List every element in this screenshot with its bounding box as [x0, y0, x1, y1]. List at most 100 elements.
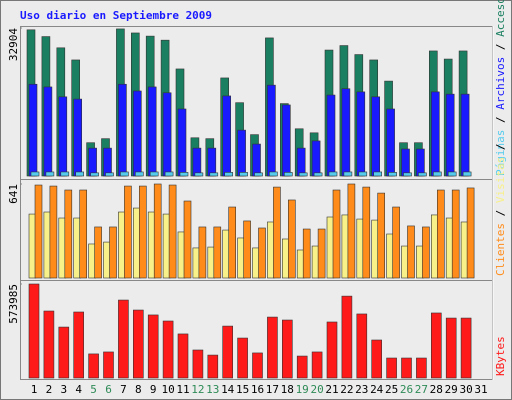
bar	[407, 225, 415, 279]
x-tick-label: 16	[251, 383, 264, 396]
x-tick-label: 22	[340, 383, 353, 396]
bar	[34, 184, 43, 279]
bar	[267, 84, 276, 177]
bar	[418, 172, 427, 177]
bar	[252, 352, 263, 379]
bar	[328, 171, 338, 177]
bar	[43, 86, 53, 177]
legend: Páginas / Archivos / Accesos	[494, 0, 507, 176]
bar	[430, 91, 440, 177]
x-tick-label: 11	[176, 383, 189, 396]
bar	[460, 317, 472, 379]
bar	[139, 185, 147, 279]
bar	[298, 172, 308, 177]
x-tick-label: 27	[415, 383, 428, 396]
legend-separator: /	[494, 37, 507, 57]
y-tick-label: 32904	[7, 28, 20, 61]
bar	[287, 199, 296, 279]
bar	[120, 171, 129, 177]
bar	[258, 227, 266, 279]
bar	[105, 172, 114, 177]
bar	[183, 200, 192, 279]
x-tick-label: 26	[400, 383, 413, 396]
bar	[75, 171, 84, 177]
bar	[147, 86, 157, 177]
bar	[179, 172, 189, 177]
legend-entry: Clientes	[494, 223, 507, 276]
x-tick-label: 17	[266, 383, 279, 396]
x-tick-label: 24	[370, 383, 384, 396]
legend-entry: Páginas	[494, 130, 507, 176]
bar	[168, 184, 177, 279]
legend-entry: Accesos	[494, 0, 507, 37]
bar	[237, 129, 246, 177]
x-tick-label: 4	[75, 383, 82, 396]
bar	[239, 172, 248, 177]
bar	[332, 189, 341, 279]
bar	[133, 90, 142, 177]
x-tick-label: 23	[355, 383, 368, 396]
bar	[153, 183, 162, 279]
legend-entry: KBytes	[494, 336, 507, 376]
bar	[371, 96, 381, 177]
bar	[341, 295, 353, 379]
chart-title: Uso diario en Septiembre 2009	[20, 9, 212, 22]
bar	[198, 226, 207, 279]
bar	[213, 226, 222, 279]
bar	[460, 93, 470, 177]
x-tick-label: 28	[430, 383, 443, 396]
bar	[103, 351, 114, 379]
x-tick-label: 6	[105, 383, 112, 396]
x-tick-label: 3	[60, 383, 67, 396]
bar	[90, 172, 99, 177]
x-tick-label: 15	[236, 383, 249, 396]
bar	[118, 299, 129, 379]
bar	[73, 311, 84, 379]
bar	[222, 325, 233, 379]
bar	[373, 171, 383, 177]
bar	[49, 185, 58, 279]
bar	[224, 172, 233, 177]
x-tick-label: 25	[385, 383, 398, 396]
bar	[296, 355, 308, 379]
plot-frame	[20, 26, 493, 380]
bar	[118, 83, 127, 177]
bar	[243, 220, 251, 279]
x-tick-label: 7	[120, 383, 127, 396]
legend-separator: /	[494, 203, 507, 223]
bar	[194, 172, 204, 177]
bar	[416, 148, 425, 177]
bar	[73, 98, 82, 177]
bar	[103, 147, 112, 177]
bar	[177, 108, 187, 177]
bar	[281, 319, 293, 379]
bar	[192, 147, 202, 177]
bar	[133, 309, 144, 379]
bar	[451, 189, 460, 279]
bar	[326, 321, 338, 379]
x-tick-label: 9	[150, 383, 157, 396]
bar	[377, 192, 386, 279]
bar	[302, 228, 311, 279]
bar	[273, 186, 281, 279]
legend: Clientes / Visitas /	[494, 144, 507, 276]
bar	[252, 143, 261, 177]
bar	[28, 283, 40, 379]
bar	[58, 326, 70, 379]
bar	[343, 171, 353, 177]
bar	[254, 172, 263, 177]
bar	[313, 172, 323, 177]
bar	[109, 226, 117, 279]
bar	[149, 171, 159, 177]
bar	[466, 187, 475, 279]
bar	[311, 140, 321, 177]
x-tick-label: 18	[281, 383, 294, 396]
bar	[209, 172, 219, 177]
x-tick-label: 20	[310, 383, 323, 396]
bar	[64, 189, 73, 279]
bar	[162, 320, 174, 379]
legend: KBytes	[494, 336, 507, 376]
bar	[432, 171, 442, 177]
bar	[347, 183, 356, 279]
